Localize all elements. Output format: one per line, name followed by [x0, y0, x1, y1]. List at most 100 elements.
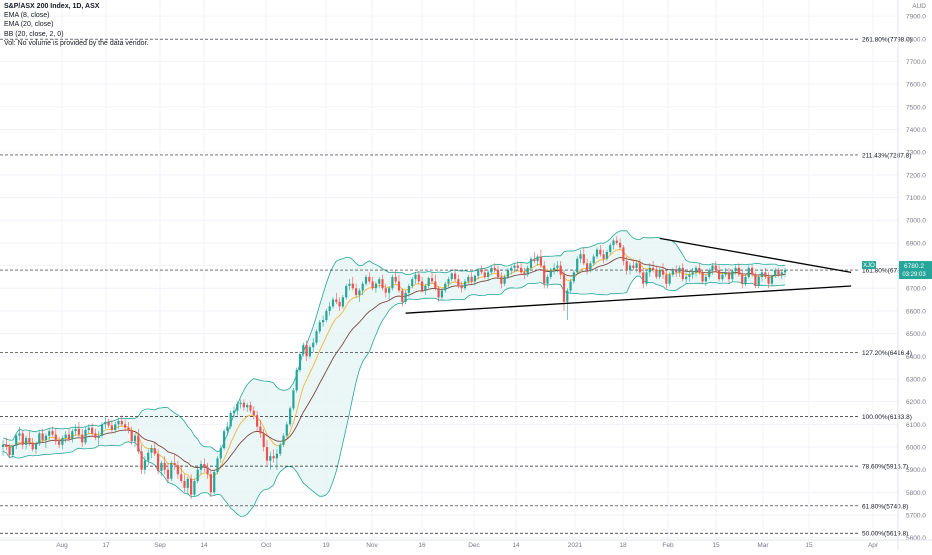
candle-body	[335, 299, 338, 302]
price-axis-tick: 5800.0	[906, 490, 926, 497]
candle-body	[711, 265, 714, 271]
candle-body	[503, 276, 506, 284]
candle-body	[556, 265, 559, 268]
candle-body	[688, 274, 691, 277]
candle-body	[493, 267, 496, 271]
candle-body	[282, 435, 285, 445]
candle-body	[562, 274, 566, 302]
candle-body	[721, 274, 724, 280]
candle-body	[764, 272, 767, 277]
candle-body	[681, 267, 684, 280]
time-axis-label: 15	[805, 542, 813, 549]
price-axis-tick: 6900.0	[906, 240, 926, 247]
candle-body	[480, 270, 483, 273]
candle-body	[685, 276, 688, 280]
candle-body	[157, 453, 160, 471]
bb-fill	[3, 230, 786, 517]
candle-body	[734, 267, 737, 272]
candle-body	[652, 267, 655, 271]
candle-body	[355, 288, 358, 296]
candle-body	[91, 427, 94, 434]
candle-body	[11, 445, 14, 455]
candle-body	[209, 474, 212, 493]
price-axis: 7900.0 7800.0 7700.0 7600.0 7500.0 7400.0 7300…	[897, 0, 926, 550]
candle-body	[401, 290, 404, 302]
time-axis-label: 16	[418, 542, 426, 549]
price-axis-tick: 6700.0	[906, 286, 926, 293]
candle-body	[447, 279, 450, 284]
candle-body	[754, 274, 757, 286]
time-axis-label: 15	[712, 542, 720, 549]
time-axis-label: 18	[619, 542, 627, 549]
time-axis-label: Sep	[154, 542, 166, 549]
candle-body	[120, 420, 123, 425]
legend-ema20[interactable]: EMA (20, close)	[4, 21, 54, 29]
candle-body	[424, 285, 427, 291]
price-axis-tick: 6000.0	[906, 445, 926, 452]
candle-body	[642, 272, 645, 284]
candle-body	[25, 437, 28, 445]
candle-body	[199, 464, 203, 470]
currency-label: AUD	[912, 3, 926, 10]
candle-body	[770, 275, 773, 284]
time-axis-label: 14	[512, 542, 520, 549]
legend-bb[interactable]: BB (20, close, 2, 0)	[4, 30, 64, 38]
candle-body	[645, 272, 648, 284]
price-axis-tick: 5700.0	[906, 513, 926, 520]
price-axis-tick: 7600.0	[906, 82, 926, 89]
price-axis-tick: 7100.0	[906, 195, 926, 202]
candle-body	[18, 433, 21, 436]
candle-body	[1, 444, 5, 448]
time-axis-label: 19	[322, 542, 330, 549]
fib-level-label: 61.80%(5740.8)	[862, 503, 908, 510]
candle-body	[308, 347, 311, 357]
price-axis-tick: 7500.0	[906, 104, 926, 111]
candle-body	[661, 270, 665, 275]
candle-body	[183, 481, 186, 488]
candle-body	[391, 276, 394, 289]
candle-body	[61, 437, 64, 445]
legend-ema8[interactable]: EMA (8, close)	[4, 12, 50, 20]
price-axis-tick: 7200.0	[906, 172, 926, 179]
candle-body	[526, 267, 529, 275]
price-axis-tick: 7800.0	[906, 36, 926, 43]
candle-body	[437, 288, 440, 298]
candle-body	[180, 474, 183, 482]
candle-body	[219, 448, 222, 459]
candle-body	[368, 276, 371, 282]
candle-body	[724, 272, 727, 275]
candle-body	[384, 288, 387, 293]
candle-body	[536, 256, 539, 262]
candle-body	[404, 292, 407, 302]
time-axis-label: Mar	[757, 542, 769, 549]
candle-body	[516, 265, 519, 268]
candle-body	[470, 276, 473, 282]
candle-body	[64, 434, 67, 438]
legend-title[interactable]: S&P/ASX 200 Index, 1D, ASX	[4, 3, 100, 10]
fib-level-label: 161.80%(6780.2)	[862, 268, 912, 275]
candle-body	[213, 471, 216, 493]
candle-body	[559, 265, 562, 275]
candle-body	[615, 240, 618, 243]
candle-body	[190, 478, 193, 495]
ema-20-line	[2, 257, 786, 471]
candle-body	[444, 283, 447, 291]
candle-body	[553, 267, 556, 271]
candle-body	[51, 431, 54, 435]
candle-body	[97, 435, 100, 438]
candle-body	[163, 462, 166, 470]
candle-body	[638, 263, 641, 273]
candle-body	[21, 433, 24, 445]
candle-body	[510, 267, 513, 271]
price-tag: XJO 6780.2 03:29:03	[862, 261, 932, 280]
candle-body	[84, 429, 87, 443]
candle-body	[490, 267, 493, 273]
candle-body	[77, 428, 80, 435]
candle-body	[331, 299, 335, 307]
price-axis-tick: 6100.0	[906, 422, 926, 429]
candle-body	[318, 322, 321, 332]
candle-body	[371, 281, 374, 289]
candle-body	[546, 276, 549, 284]
